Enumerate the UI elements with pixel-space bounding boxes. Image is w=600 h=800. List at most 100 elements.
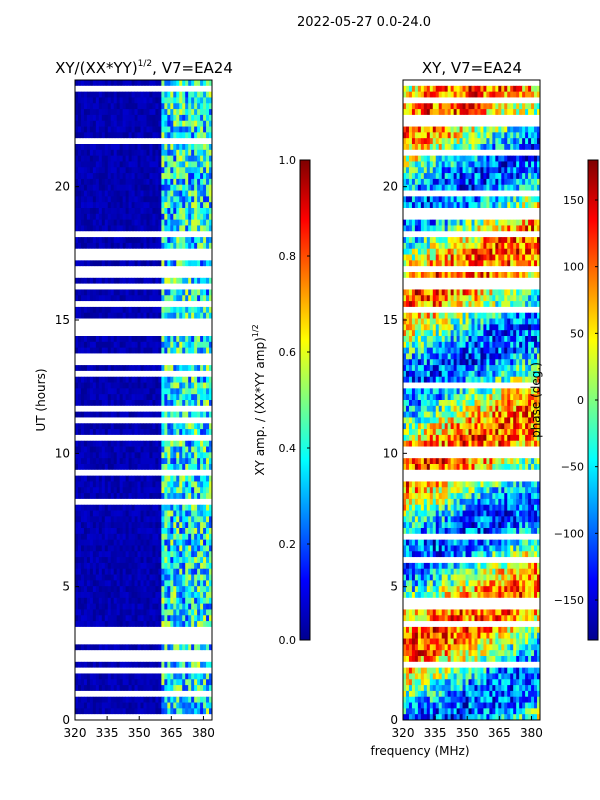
heatmap-cell — [194, 312, 198, 319]
heatmap-cell — [101, 580, 106, 587]
heatmap-cell — [134, 295, 138, 302]
heatmap-cell — [86, 574, 91, 581]
heatmap-cell — [101, 696, 106, 703]
heatmap-cell — [119, 359, 124, 366]
heatmap-cell — [173, 167, 177, 174]
heatmap-cell — [104, 626, 109, 634]
heatmap-cell — [158, 109, 162, 116]
heatmap-cell — [116, 272, 121, 279]
heatmap-cell — [152, 464, 156, 471]
heatmap-cell — [119, 696, 124, 703]
heatmap-cell — [140, 109, 144, 116]
heatmap-cell — [194, 318, 198, 325]
heatmap-cell — [206, 411, 210, 418]
heatmap-cell — [140, 429, 144, 436]
heatmap-cell — [200, 493, 204, 500]
heatmap-cell — [95, 597, 100, 605]
heatmap-cell — [185, 434, 189, 442]
heatmap-cell — [107, 202, 112, 209]
heatmap-cell — [188, 97, 192, 104]
heatmap-cell — [152, 615, 156, 622]
heatmap-cell — [122, 568, 127, 575]
heatmap-cell — [176, 184, 180, 191]
heatmap-cell — [140, 644, 144, 651]
heatmap-cell — [143, 551, 147, 558]
heatmap-cell — [125, 405, 130, 413]
heatmap-cell — [188, 178, 192, 186]
heatmap-cell — [197, 202, 201, 209]
heatmap-cell — [149, 155, 153, 162]
heatmap-cell — [140, 626, 144, 634]
heatmap-cell — [86, 149, 91, 157]
heatmap-cell — [155, 312, 159, 319]
heatmap-cell — [101, 324, 106, 331]
heatmap-cell — [179, 469, 183, 477]
heatmap-cell — [197, 144, 201, 151]
heatmap-cell — [203, 551, 207, 558]
heatmap-cell — [173, 592, 177, 599]
heatmap-cell — [200, 440, 204, 447]
heatmap-cell — [83, 301, 88, 308]
heatmap-cell — [203, 260, 207, 267]
heatmap-cell — [128, 417, 132, 424]
heatmap-cell — [92, 539, 97, 546]
heatmap-cell — [75, 132, 79, 139]
heatmap-cell — [110, 242, 115, 250]
heatmap-cell — [191, 673, 195, 680]
heatmap-cell — [158, 324, 162, 331]
heatmap-cell — [188, 114, 192, 122]
heatmap-cell — [146, 446, 150, 453]
heatmap-cell — [98, 283, 103, 290]
heatmap-cell — [125, 126, 130, 133]
heatmap-cell — [83, 696, 88, 703]
heatmap-cell — [107, 626, 112, 634]
heatmap-cell — [206, 481, 210, 488]
heatmap-cell — [176, 464, 180, 471]
heatmap-cell — [137, 149, 141, 157]
heatmap-cell — [134, 679, 138, 686]
heatmap-cell — [185, 359, 189, 366]
heatmap-cell — [203, 213, 207, 221]
heatmap-cell — [209, 266, 212, 273]
heatmap-cell — [209, 586, 212, 593]
heatmap-cell — [164, 353, 168, 360]
heatmap-cell — [110, 696, 115, 703]
heatmap-cell — [173, 301, 177, 308]
heatmap-cell — [188, 318, 192, 325]
heatmap-cell — [80, 562, 85, 570]
heatmap-cell — [164, 580, 168, 587]
heatmap-cell — [92, 120, 97, 127]
heatmap-cell — [95, 464, 100, 471]
heatmap-cell — [176, 446, 180, 453]
heatmap-cell — [143, 272, 147, 279]
heatmap-cell — [191, 667, 195, 674]
heatmap-cell — [206, 504, 210, 511]
heatmap-cell — [119, 429, 124, 436]
heatmap-cell — [86, 504, 91, 511]
heatmap-cell — [95, 283, 100, 290]
heatmap-cell — [158, 638, 162, 645]
heatmap-cell — [182, 353, 186, 360]
heatmap-cell — [209, 277, 212, 285]
heatmap-cell — [113, 626, 118, 634]
heatmap-cell — [197, 417, 201, 424]
heatmap-cell — [104, 696, 109, 703]
heatmap-cell — [83, 667, 88, 674]
heatmap-cell — [86, 283, 91, 290]
heatmap-cell — [92, 144, 97, 151]
heatmap-cell — [83, 295, 88, 302]
heatmap-cell — [179, 196, 183, 203]
heatmap-cell — [155, 394, 159, 401]
heatmap-cell — [152, 347, 156, 354]
heatmap-cell — [77, 365, 82, 372]
heatmap-cell — [185, 469, 189, 477]
heatmap-cell — [116, 458, 121, 465]
heatmap-cell — [197, 493, 201, 500]
heatmap-cell — [75, 586, 79, 593]
heatmap-cell — [104, 615, 109, 622]
heatmap-cell — [83, 126, 88, 133]
heatmap-cell — [131, 306, 135, 314]
heatmap-cell — [80, 522, 85, 529]
heatmap-cell — [83, 120, 88, 127]
heatmap-cell — [158, 690, 162, 698]
